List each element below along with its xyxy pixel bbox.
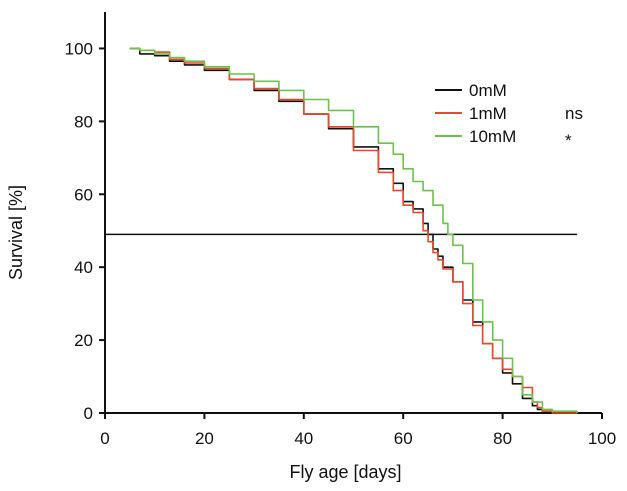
y-tick-label: 100 (65, 39, 93, 58)
series-lines (129, 47, 578, 414)
x-tick-label: 0 (100, 429, 109, 448)
y-tick-label: 40 (74, 258, 93, 277)
x-tick-label: 40 (294, 429, 313, 448)
significance-marker: ns (565, 104, 583, 123)
x-ticks: 0 20 40 60 80 100 (100, 413, 616, 448)
legend-label: 0mM (469, 81, 507, 100)
x-axis-label: Fly age [days] (289, 462, 401, 482)
x-tick-label: 80 (493, 429, 512, 448)
y-tick-label: 80 (74, 112, 93, 131)
x-tick-label: 60 (394, 429, 413, 448)
y-tick-label: 60 (74, 185, 93, 204)
series-line-10mm (129, 47, 578, 413)
axes (104, 12, 602, 414)
legend: 0mM 1mM ns 10mM * (435, 81, 583, 150)
x-tick-label: 20 (195, 429, 214, 448)
y-ticks: 0 20 40 60 80 100 (65, 39, 105, 423)
x-tick-label: 100 (588, 429, 616, 448)
legend-label: 10mM (469, 127, 516, 146)
legend-label: 1mM (469, 104, 507, 123)
y-tick-label: 20 (74, 331, 93, 350)
significance-marker: * (565, 131, 572, 150)
series-line-0mm (129, 47, 578, 414)
y-tick-label: 0 (84, 404, 93, 423)
y-axis-label: Survival [%] (6, 185, 26, 280)
